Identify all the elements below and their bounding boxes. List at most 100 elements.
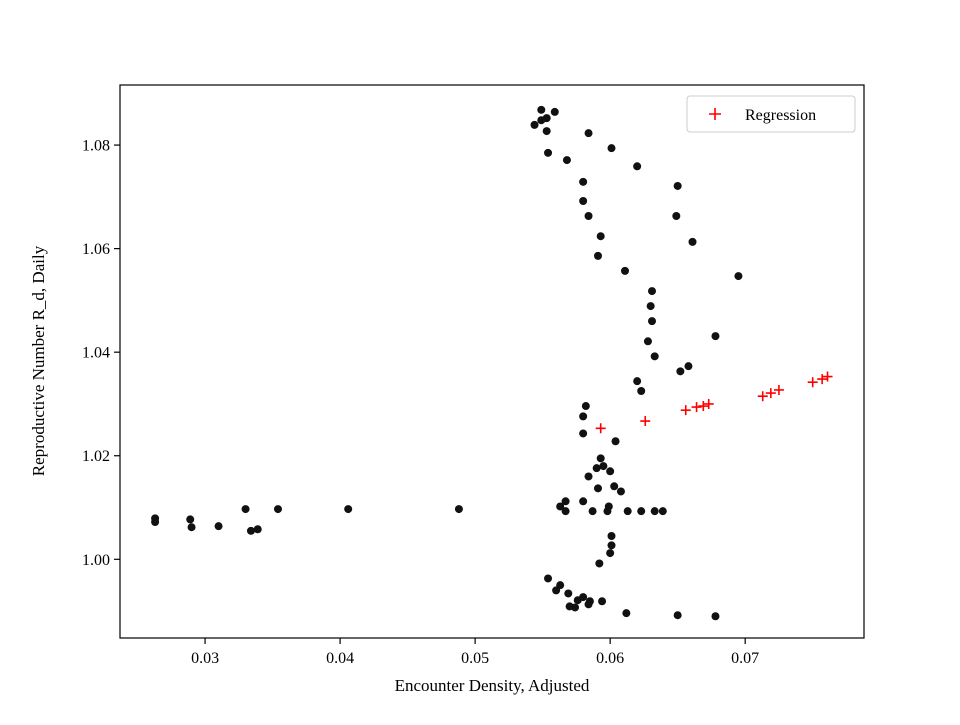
data-point-observations [579,196,588,205]
data-point-observations [633,377,642,386]
data-point-observations [561,507,570,516]
data-point-observations [607,531,616,540]
x-tick-label: 0.07 [731,650,759,667]
data-point-observations [542,127,551,136]
data-point-observations [584,472,593,481]
y-axis-label: Reproductive Number R_d, Daily [29,245,48,476]
regression-marker [757,391,768,402]
x-tick-label: 0.03 [191,650,219,667]
data-point-observations [673,181,682,190]
y-tick-label: 1.08 [82,138,110,155]
data-point-observations [610,482,619,491]
x-tick-label: 0.05 [461,650,489,667]
data-point-observations [621,266,630,275]
data-point-observations [593,251,602,260]
data-point-observations [593,484,602,493]
data-point-observations [616,487,625,496]
data-point-observations [241,505,250,514]
axis-ticks: 0.03 0.04 0.05 0.06 0.07 1.00 1.02 1.04 1.06 1.08 [82,138,759,667]
data-point-observations [643,337,652,346]
data-point-observations [571,603,580,612]
data-point-observations [214,522,223,531]
regression-marker [773,384,784,395]
data-point-observations [579,497,588,506]
data-point-observations [584,129,593,138]
data-point-observations [672,212,681,221]
data-point-observations [579,177,588,186]
data-point-observations [556,502,565,511]
data-point-observations [596,454,605,463]
regression-marker [822,371,833,382]
data-point-observations [186,515,195,524]
regression-marker [765,388,776,399]
data-point-observations [561,497,570,506]
data-point-observations [544,148,553,157]
data-point-observations [151,518,160,527]
y-tick-label: 1.02 [82,448,110,465]
regression-marker [691,402,702,413]
data-point-observations [537,116,546,125]
y-tick-label: 1.00 [82,552,110,569]
data-point-observations [579,593,588,602]
data-point-observations [611,437,620,446]
data-point-observations [650,507,659,516]
regression-marker [703,398,714,409]
data-points [151,105,833,621]
data-point-observations [537,105,546,114]
plus-icon [709,108,721,120]
data-point-observations [552,586,561,595]
data-point-observations [344,505,353,514]
data-point-observations [673,611,682,620]
data-point-observations [598,597,607,606]
data-point-observations [253,525,262,534]
data-point-observations [607,144,616,153]
data-point-observations [676,367,685,376]
legend-box [686,95,856,133]
regression-marker [595,423,606,434]
legend: Regression [686,95,856,133]
data-point-observations [246,526,255,535]
data-point-observations [562,156,571,165]
data-point-observations [633,162,642,171]
data-point-observations [606,549,615,558]
regression-marker [698,401,709,412]
data-point-observations [550,107,559,116]
regression-marker [640,416,651,427]
data-point-observations [588,507,597,516]
data-point-observations [592,464,601,473]
data-point-observations [637,507,646,516]
data-point-observations [581,402,590,411]
data-point-observations [646,302,655,311]
data-point-observations [579,429,588,438]
x-tick-label: 0.04 [326,650,354,667]
data-point-observations [688,237,697,246]
data-point-observations [596,232,605,241]
data-point-observations [595,559,604,568]
data-point-observations [607,541,616,550]
legend-entry-label: Regression [745,107,816,124]
data-point-observations [637,387,646,396]
data-point-observations [603,507,612,516]
data-point-observations [530,120,539,129]
data-point-observations [564,589,573,598]
x-tick-label: 0.06 [596,650,624,667]
data-point-observations [658,507,667,516]
data-point-observations [273,505,282,514]
data-point-observations [650,352,659,361]
plot-frame [119,84,865,639]
data-point-observations [711,612,720,621]
y-tick-label: 1.06 [82,241,110,258]
data-point-observations [599,462,608,471]
data-point-observations [622,609,631,618]
data-point-observations [187,523,196,532]
data-point-observations [684,362,693,371]
data-point-observations [579,412,588,421]
x-axis-label: Encounter Density, Adjusted [395,676,590,695]
data-point-observations [711,332,720,341]
data-point-observations [606,467,615,476]
regression-marker [680,405,691,416]
data-point-observations [584,600,593,609]
data-point-observations [623,507,632,516]
